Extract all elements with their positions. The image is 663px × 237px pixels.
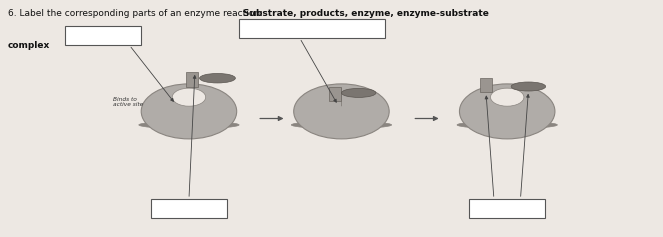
Text: Substrate, products, enzyme, enzyme-substrate: Substrate, products, enzyme, enzyme-subs… [243, 9, 489, 18]
Ellipse shape [511, 82, 546, 91]
Ellipse shape [139, 121, 239, 129]
Ellipse shape [141, 84, 237, 139]
Ellipse shape [291, 121, 392, 129]
Bar [469, 199, 545, 218]
Bar [65, 26, 141, 45]
FancyBboxPatch shape [329, 87, 341, 101]
Ellipse shape [294, 84, 389, 139]
Ellipse shape [491, 88, 524, 106]
Ellipse shape [341, 88, 376, 97]
FancyBboxPatch shape [480, 78, 492, 92]
Ellipse shape [459, 84, 555, 139]
Bar [151, 199, 227, 218]
Ellipse shape [172, 88, 206, 106]
Ellipse shape [200, 73, 235, 83]
Text: 6. Label the corresponding parts of an enzyme reaction:: 6. Label the corresponding parts of an e… [8, 9, 266, 18]
FancyBboxPatch shape [186, 72, 198, 87]
Bar [239, 19, 385, 38]
Ellipse shape [457, 121, 558, 129]
Text: Binds to
active site: Binds to active site [113, 96, 143, 107]
Text: complex: complex [8, 41, 50, 50]
